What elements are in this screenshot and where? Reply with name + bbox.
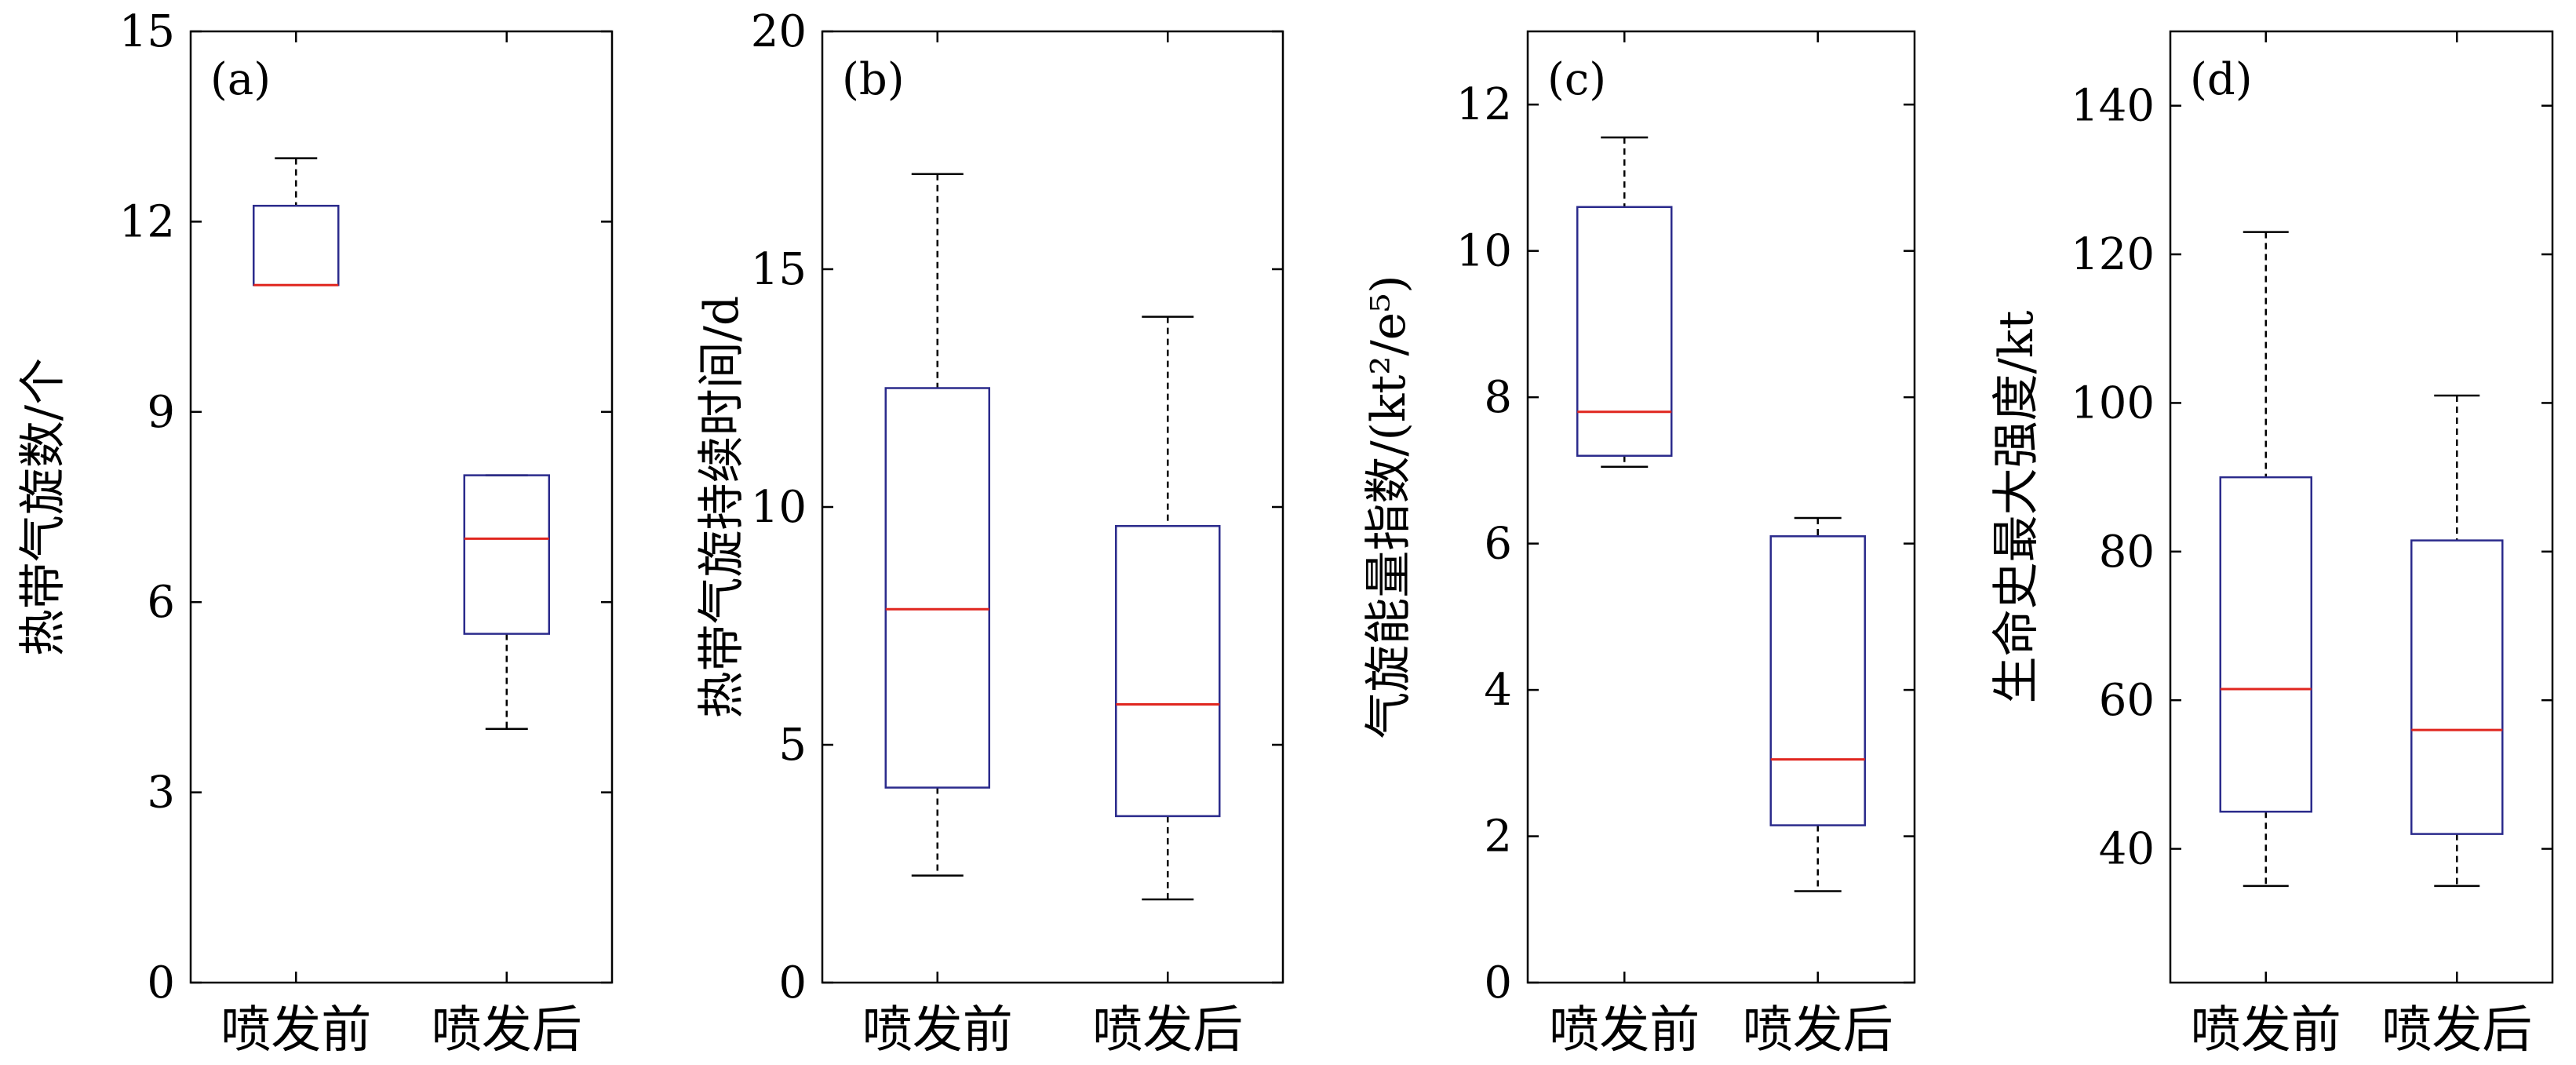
panel-b: 0 5 10 15 20 喷发前 喷发后 (b) 热带气旋持续时间/d [694,6,1284,1060]
y-tick-label: 8 [1484,372,1512,423]
y-tick-label: 12 [119,196,175,247]
iqr-box [2219,476,2312,813]
axes-frame [189,30,614,984]
iqr-box [1576,206,1673,457]
category-label: 喷发后 [1092,1001,1243,1060]
panel-label: (c) [1547,54,1606,105]
iqr-box [1115,524,1221,818]
y-tick-label: 6 [147,577,175,628]
axes-frame [1526,30,1916,984]
y-tick-label: 15 [119,6,175,57]
box-before [1576,136,1673,468]
box-after [2410,394,2504,888]
iqr-box [2410,539,2504,835]
box-before [884,173,990,877]
category-label: 喷发后 [432,1001,582,1060]
category-label: 喷发前 [220,1001,371,1060]
y-tick-label: 0 [1484,957,1512,1008]
category-label: 喷发前 [1549,1001,1700,1060]
y-tick-label: 3 [147,768,175,819]
y-tick-label: 0 [778,957,807,1008]
iqr-box [884,387,990,789]
y-tick-label: 80 [2099,527,2155,578]
box-after [1769,516,1866,892]
y-tick-label: 5 [778,720,807,771]
y-tick-label: 12 [1456,79,1512,130]
axes-frame [2169,30,2554,984]
y-tick-label: 40 [2099,824,2155,875]
y-tick-label: 120 [2071,229,2155,280]
panel-d: 40 60 80 100 120 140 喷发前 喷发后 (d) 生命史最大强度/kt [1989,30,2554,1060]
panel-label: (b) [842,54,905,105]
box-after [1115,315,1221,901]
category-label: 喷发后 [1743,1001,1893,1060]
box-before [253,157,340,286]
y-tick-label: 100 [2071,377,2155,429]
y-tick-label: 2 [1484,812,1512,863]
y-tick-label: 6 [1484,519,1512,570]
y-tick-label: 140 [2071,81,2155,132]
y-tick-label: 10 [1456,226,1512,277]
y-axis-label: 热带气旋持续时间/d [694,296,749,719]
box-before [2219,231,2312,888]
y-axis-label: 热带气旋数/个 [16,358,71,656]
y-tick-label: 9 [147,387,175,438]
category-label: 喷发后 [2381,1001,2532,1060]
box-after [463,474,550,731]
y-tick-label: 4 [1484,665,1512,716]
panel-a: 0 3 6 9 12 15 喷发前 喷发后 (a) 热带气旋数/个 [16,6,614,1060]
axes-frame [821,30,1284,984]
panel-label: (d) [2190,54,2253,105]
y-tick-label: 20 [751,6,807,57]
iqr-box [1769,535,1866,826]
y-tick-label: 0 [147,957,175,1008]
category-label: 喷发前 [862,1001,1013,1060]
y-tick-label: 10 [751,482,807,533]
y-tick-label: 15 [751,244,807,295]
category-label: 喷发前 [2191,1001,2341,1060]
panel-c: 0 2 4 6 8 10 12 喷发前 喷发后 (c) 气旋能量指数/(kt²/e⁵) [1361,30,1916,1060]
y-tick-label: 60 [2099,675,2155,726]
y-axis-label: 气旋能量指数/(kt²/e⁵) [1361,275,1416,739]
iqr-box [463,474,550,635]
y-axis-label: 生命史最大强度/kt [1989,311,2044,704]
panel-label: (a) [210,54,271,105]
iqr-box [253,204,340,286]
